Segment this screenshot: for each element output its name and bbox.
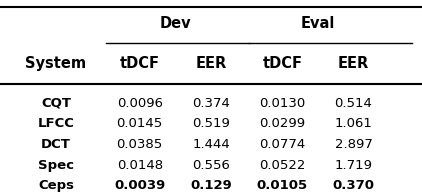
Text: System: System bbox=[25, 56, 87, 71]
Text: 0.370: 0.370 bbox=[333, 179, 375, 192]
Text: 0.0039: 0.0039 bbox=[114, 179, 165, 192]
Text: Spec: Spec bbox=[38, 159, 74, 172]
Text: DCT: DCT bbox=[41, 138, 71, 151]
Text: 0.0299: 0.0299 bbox=[259, 117, 306, 130]
Text: EER: EER bbox=[195, 56, 227, 71]
Text: 0.129: 0.129 bbox=[190, 179, 232, 192]
Text: Ceps: Ceps bbox=[38, 179, 74, 192]
Text: 0.0522: 0.0522 bbox=[259, 159, 306, 172]
Text: 1.444: 1.444 bbox=[192, 138, 230, 151]
Text: 1.719: 1.719 bbox=[335, 159, 373, 172]
Text: tDCF: tDCF bbox=[262, 56, 302, 71]
Text: 0.0096: 0.0096 bbox=[117, 97, 163, 110]
Text: 0.0148: 0.0148 bbox=[116, 159, 163, 172]
Text: 0.0130: 0.0130 bbox=[259, 97, 306, 110]
Text: 1.061: 1.061 bbox=[335, 117, 373, 130]
Text: 0.0145: 0.0145 bbox=[116, 117, 163, 130]
Text: 0.556: 0.556 bbox=[192, 159, 230, 172]
Text: 0.514: 0.514 bbox=[335, 97, 373, 110]
Text: 0.519: 0.519 bbox=[192, 117, 230, 130]
Text: CQT: CQT bbox=[41, 97, 71, 110]
Text: 0.374: 0.374 bbox=[192, 97, 230, 110]
Text: Eval: Eval bbox=[301, 16, 335, 31]
Text: 0.0105: 0.0105 bbox=[257, 179, 308, 192]
Text: tDCF: tDCF bbox=[120, 56, 160, 71]
Text: EER: EER bbox=[338, 56, 369, 71]
Text: 2.897: 2.897 bbox=[335, 138, 373, 151]
Text: Dev: Dev bbox=[160, 16, 191, 31]
Text: 0.0385: 0.0385 bbox=[116, 138, 163, 151]
Text: 0.0774: 0.0774 bbox=[259, 138, 306, 151]
Text: LFCC: LFCC bbox=[38, 117, 74, 130]
